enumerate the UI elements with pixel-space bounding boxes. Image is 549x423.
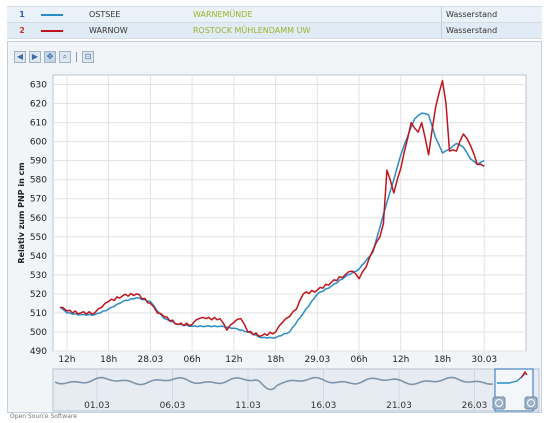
x-tick-label: 12h [392, 355, 409, 365]
overview-handle-clock-icon [495, 399, 503, 407]
pan-icon[interactable]: ✥ [44, 51, 56, 63]
x-tick-label: 29.03 [304, 355, 330, 365]
x-tick-label: 18h [267, 355, 284, 365]
y-tick-label: 520 [30, 290, 47, 300]
legend-row-2[interactable]: 2 WARNOW ROSTOCK MÜHLENDAMM UW Wassersta… [7, 22, 542, 39]
overview-tick-label: 16.03 [311, 401, 337, 411]
forward-arrow-icon[interactable]: ▶ [29, 51, 41, 63]
y-tick-label: 620 [30, 100, 47, 110]
y-tick-label: 600 [30, 138, 47, 148]
x-tick-label: 06h [350, 355, 367, 365]
legend-parameter: Wasserstand [441, 6, 542, 23]
x-tick-label: 06h [184, 355, 201, 365]
overview-handle-clock-icon [527, 399, 535, 407]
y-tick-label: 570 [30, 195, 47, 205]
x-tick-label: 12h [58, 355, 75, 365]
y-tick-label: 490 [30, 347, 47, 357]
overview-selection-line-red [520, 370, 528, 379]
chart-toolbar: ◀ ▶ ✥ ⌕ ⊡ [14, 50, 94, 64]
overview-line [54, 376, 494, 391]
back-arrow-icon[interactable]: ◀ [14, 51, 26, 63]
y-tick-label: 540 [30, 252, 47, 262]
footer-text: Open Source Software [10, 413, 77, 420]
plot-area [52, 74, 527, 352]
y-tick-label: 500 [30, 328, 47, 338]
y-tick-label: 560 [30, 214, 47, 224]
overview-tick-label: 06.03 [160, 401, 186, 411]
x-tick-label: 18h [100, 355, 117, 365]
overview-strip [52, 368, 540, 412]
y-tick-label: 530 [30, 271, 47, 281]
fit-icon[interactable]: ⊡ [82, 51, 94, 63]
legend-water: WARNOW [85, 22, 189, 39]
overview-handle-2 [524, 396, 538, 410]
legend-number: 2 [7, 22, 37, 39]
series-line-2 [59, 79, 485, 337]
y-tick-label: 610 [30, 119, 47, 129]
legend-table: 1 OSTSEE WARNEMÜNDE Wasserstand 2 WARNOW… [7, 6, 542, 39]
legend-station-link[interactable]: WARNEMÜNDE [189, 6, 442, 23]
series-line-1 [59, 112, 485, 339]
x-tick-label: 28.03 [137, 355, 163, 365]
overview-tick-label: 11.03 [235, 401, 261, 411]
y-tick-label: 580 [30, 176, 47, 186]
y-tick-label: 510 [30, 309, 47, 319]
y-tick-label: 550 [30, 233, 47, 243]
overview-tick-label: 21.03 [386, 401, 412, 411]
x-tick-label: 30.03 [471, 355, 497, 365]
x-tick-label: 18h [434, 355, 451, 365]
legend-parameter: Wasserstand [441, 22, 542, 39]
legend-water: OSTSEE [85, 6, 189, 23]
toolbar-divider [76, 52, 77, 62]
legend-station-link[interactable]: ROSTOCK MÜHLENDAMM UW [189, 22, 442, 39]
y-axis-label: Relativ zum PNP in cm [17, 162, 26, 263]
water-level-chart[interactable]: 490 500 510 520 530 540 550 560 570 580 590 600 610 6… [8, 42, 541, 412]
legend-number: 1 [7, 6, 37, 23]
overview-tick-label: 26.03 [462, 401, 488, 411]
legend-swatch [37, 22, 85, 39]
legend-swatch [37, 6, 85, 23]
chart-panel: ◀ ▶ ✥ ⌕ ⊡ 490 500 510 520 530 540 550 560 570 580… [7, 41, 542, 413]
overview-tick-label: 01.03 [84, 401, 110, 411]
overview-handle-1 [492, 396, 506, 410]
zoom-icon[interactable]: ⌕ [59, 51, 71, 63]
y-tick-label: 590 [30, 157, 47, 167]
legend-row-1[interactable]: 1 OSTSEE WARNEMÜNDE Wasserstand [7, 6, 542, 23]
x-tick-label: 12h [225, 355, 242, 365]
y-tick-label: 630 [30, 81, 47, 91]
